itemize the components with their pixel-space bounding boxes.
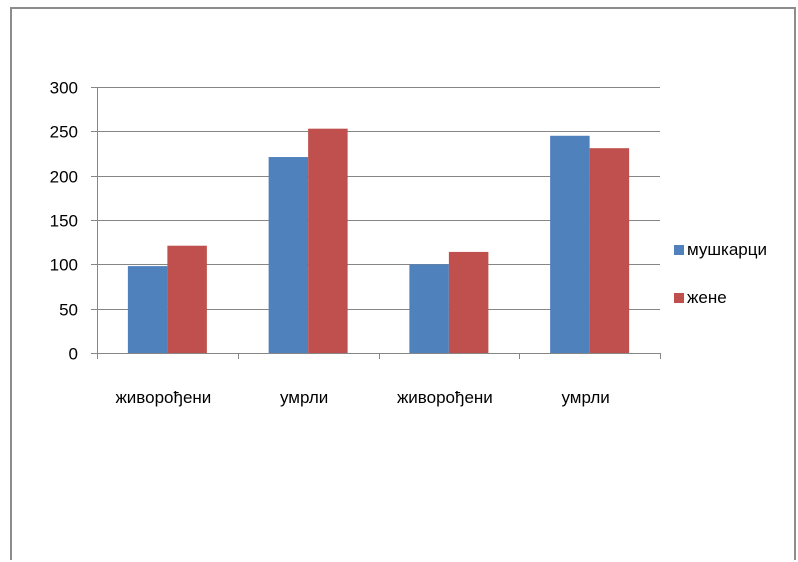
chart-frame — [10, 7, 796, 560]
bar-women-0 — [167, 245, 207, 353]
y-tick-label: 0 — [69, 345, 78, 364]
y-tick-label: 250 — [50, 123, 78, 142]
legend-swatch-women — [674, 293, 684, 303]
legend: мушкарци жене — [674, 240, 767, 307]
x-category-label: живорођени — [397, 388, 493, 407]
axes — [97, 87, 660, 354]
bar-men-2 — [409, 264, 449, 353]
bar-men-1 — [268, 157, 309, 353]
x-category-labels: живорођени умрли живорођени умрли — [115, 388, 609, 407]
bars — [127, 128, 630, 353]
y-tick-labels: 0 50 100 150 200 250 300 — [50, 79, 78, 364]
bar-women-2 — [448, 251, 489, 353]
y-tick-label: 300 — [50, 79, 78, 98]
legend-swatch-men — [674, 245, 684, 255]
y-tick-label: 200 — [50, 168, 78, 187]
x-category-label: умрли — [280, 388, 328, 407]
y-tick-label: 50 — [59, 301, 78, 320]
bar-men-3 — [550, 135, 590, 353]
bar-women-1 — [308, 128, 348, 353]
legend-label-men: мушкарци — [687, 240, 767, 259]
bar-women-3 — [589, 148, 630, 353]
bar-men-0 — [127, 266, 168, 353]
y-tick-label: 100 — [50, 256, 78, 275]
x-category-label: живорођени — [115, 388, 211, 407]
y-tick-label: 150 — [50, 212, 78, 231]
legend-label-women: жене — [687, 288, 727, 307]
x-category-label: умрли — [561, 388, 609, 407]
